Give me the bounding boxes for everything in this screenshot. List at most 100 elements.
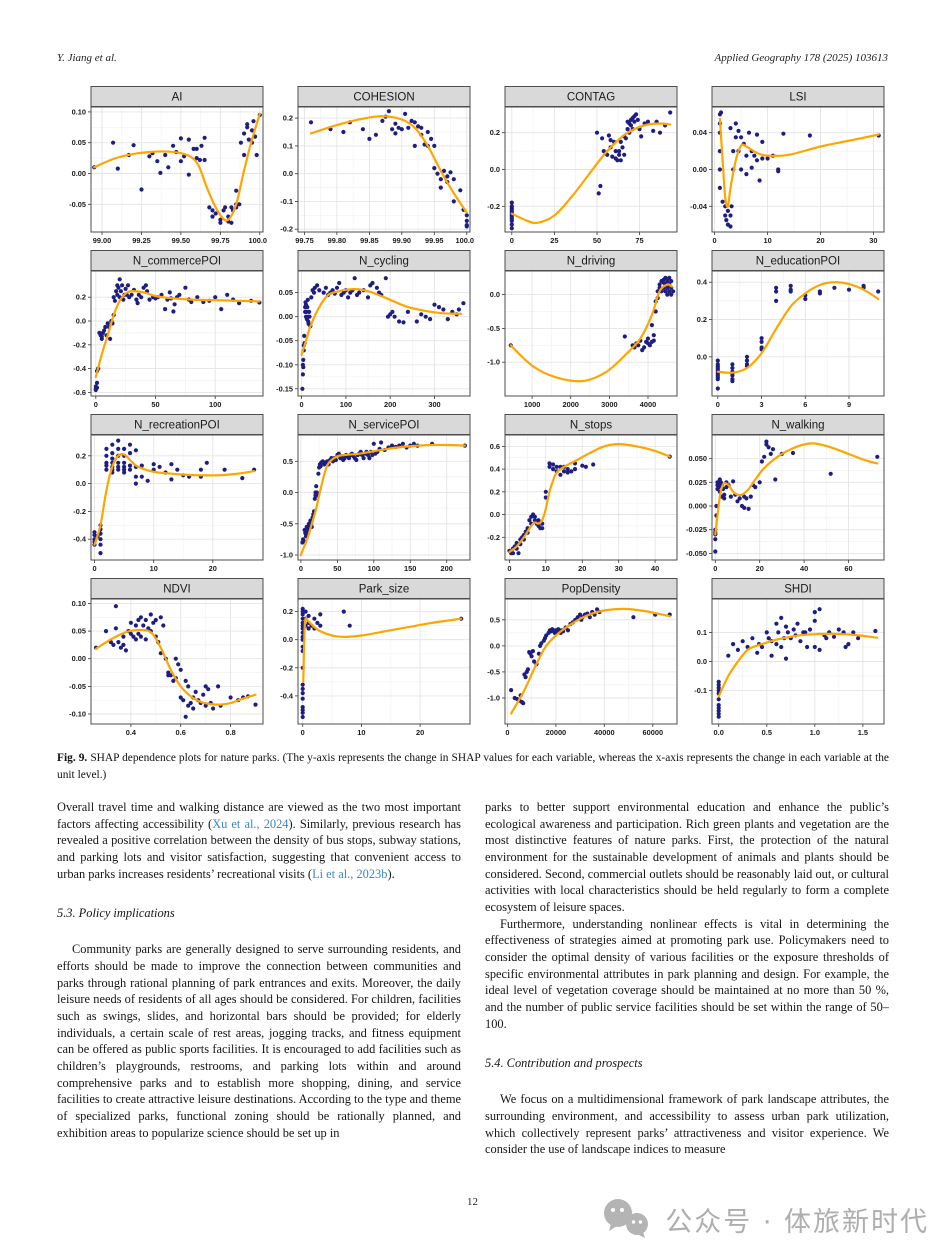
- page-number: 12: [467, 1196, 478, 1208]
- shap-panel-N_educationPOI: 0 3 6 9 0.4 0.2 0.0 N_educationPOI: [697, 250, 885, 409]
- svg-text:100: 100: [209, 400, 221, 409]
- section-heading-5-4: 5.4. Contribution and prospects: [485, 1056, 643, 1071]
- panel-title-strip: [711, 86, 885, 107]
- svg-text:40: 40: [651, 564, 659, 573]
- svg-text:-1.0: -1.0: [280, 551, 293, 560]
- svg-text:0.2: 0.2: [490, 128, 500, 137]
- svg-text:0.0: 0.0: [490, 641, 500, 650]
- svg-text:0.2: 0.2: [76, 451, 86, 460]
- citation-link[interactable]: Xu et al., 2024: [212, 816, 289, 831]
- svg-text:0: 0: [713, 564, 717, 573]
- svg-text:0.1: 0.1: [697, 628, 707, 637]
- text-segment: Community parks are generally designed t…: [57, 942, 461, 1140]
- svg-text:0.6: 0.6: [176, 728, 186, 737]
- svg-text:0.0: 0.0: [283, 488, 293, 497]
- svg-text:100.00: 100.00: [248, 236, 267, 245]
- svg-text:20: 20: [816, 236, 824, 245]
- shap-panel-LSI: 0 10 20 30 0.04 0.00 -0.04 LSI: [690, 86, 885, 245]
- shap-panel-N_commercePOI: 0 50 100 0.2 0.0 -0.2 -0.4 -0.6 N_commercePOI: [73, 250, 264, 409]
- svg-text:-0.15: -0.15: [276, 384, 293, 393]
- panel-title: N_walking: [771, 420, 824, 432]
- panel-title-strip: [297, 414, 471, 435]
- running-author: Y. Jiang et al.: [57, 52, 117, 64]
- svg-text:99.95: 99.95: [425, 236, 444, 245]
- svg-text:20: 20: [756, 564, 764, 573]
- svg-text:-0.2: -0.2: [280, 225, 293, 234]
- svg-text:-0.025: -0.025: [686, 525, 707, 534]
- panel-title-strip: [90, 578, 264, 599]
- svg-text:0.2: 0.2: [697, 315, 707, 324]
- svg-text:10: 10: [357, 728, 365, 737]
- svg-text:99.00: 99.00: [93, 236, 112, 245]
- svg-text:200: 200: [441, 564, 453, 573]
- svg-text:0.2: 0.2: [283, 114, 293, 123]
- panel-title: NDVI: [163, 584, 190, 596]
- right-column: parks to better support environmental ed…: [485, 799, 889, 1158]
- text-segment: Furthermore, understanding nonlinear eff…: [485, 916, 889, 1031]
- panel-title-strip: [711, 414, 885, 435]
- watermark: 公众号 · 体旅新时代: [597, 1198, 929, 1240]
- svg-text:0.0: 0.0: [697, 352, 707, 361]
- shap-panel-N_walking: 0 20 40 60 0.050 0.025 0.000 -0.025 -0.050 N_wal…: [686, 414, 885, 573]
- svg-text:-0.5: -0.5: [280, 519, 293, 528]
- left-column: Overall travel time and walking distance…: [57, 799, 461, 1158]
- svg-text:0: 0: [301, 728, 305, 737]
- svg-text:-0.4: -0.4: [280, 691, 294, 700]
- shap-panel-N_driving: 1000 2000 3000 4000 0.0 -0.5 -1.0 N_driving: [487, 250, 678, 409]
- shap-panel-N_cycling: 0 100 200 300 0.05 0.00 -0.05 -0.10 -0.15 N_cycl…: [276, 250, 471, 409]
- shap-panel-COHESION: 99.75 99.80 99.85 99.90 99.95 100.00 0.2 0.1 0.0…: [280, 86, 474, 245]
- svg-text:0.000: 0.000: [689, 502, 708, 511]
- shap-panel-N_servicePOI: 0 50 100 150 200 0.5 0.0 -0.5 -1.0 N_servicePOI: [280, 414, 471, 573]
- shap-panel-SHDI: 0.0 0.5 1.0 1.5 0.1 0.0 -0.1 SHDI: [694, 578, 885, 737]
- figure-caption-label: Fig. 9.: [57, 752, 88, 764]
- svg-text:99.85: 99.85: [360, 236, 379, 245]
- paragraph: parks to better support environmental ed…: [485, 799, 889, 916]
- shap-panel-N_recreationPOI: 0 10 20 0.2 0.0 -0.2 -0.4 N_recreationPOI: [73, 414, 264, 573]
- svg-text:0.025: 0.025: [689, 478, 708, 487]
- svg-text:99.80: 99.80: [328, 236, 347, 245]
- svg-text:0.4: 0.4: [490, 465, 501, 474]
- svg-text:100: 100: [340, 400, 352, 409]
- svg-text:0.00: 0.00: [279, 312, 293, 321]
- panel-title: COHESION: [353, 92, 414, 104]
- svg-text:99.75: 99.75: [295, 236, 314, 245]
- svg-text:0.5: 0.5: [283, 457, 293, 466]
- svg-text:150: 150: [404, 564, 416, 573]
- page-header: Y. Jiang et al. Applied Geography 178 (2…: [57, 52, 888, 64]
- svg-text:0: 0: [505, 728, 509, 737]
- svg-text:20: 20: [416, 728, 424, 737]
- svg-text:6: 6: [803, 400, 807, 409]
- svg-text:0.10: 0.10: [72, 107, 86, 116]
- panel-title-strip: [297, 86, 471, 107]
- panel-title: Park_size: [359, 584, 410, 596]
- svg-text:-1.0: -1.0: [487, 694, 500, 703]
- text-segment: parks to better support environmental ed…: [485, 800, 889, 915]
- panel-title: SHDI: [784, 584, 811, 596]
- svg-text:0.5: 0.5: [490, 615, 500, 624]
- svg-text:40000: 40000: [594, 728, 615, 737]
- svg-text:2000: 2000: [562, 400, 578, 409]
- figure-caption: Fig. 9. SHAP dependence plots for nature…: [57, 750, 889, 783]
- svg-text:10: 10: [763, 236, 771, 245]
- svg-text:-0.2: -0.2: [487, 533, 500, 542]
- svg-text:0.2: 0.2: [76, 293, 86, 302]
- text-segment: Overall travel time and walking distance…: [57, 800, 461, 831]
- svg-text:20000: 20000: [546, 728, 567, 737]
- svg-text:10: 10: [542, 564, 550, 573]
- svg-text:0.0: 0.0: [283, 635, 293, 644]
- citation-link[interactable]: Li et al., 2023b: [312, 866, 388, 881]
- panel-title-strip: [90, 250, 264, 271]
- panel-title: N_cycling: [359, 256, 409, 268]
- svg-text:-0.10: -0.10: [69, 710, 86, 719]
- svg-text:20: 20: [578, 564, 586, 573]
- svg-text:-0.6: -0.6: [73, 388, 86, 397]
- text-segment: We focus on a multidimensional framework…: [485, 1092, 889, 1157]
- svg-text:1.0: 1.0: [810, 728, 820, 737]
- svg-text:-0.05: -0.05: [69, 200, 86, 209]
- panel-title: N_servicePOI: [349, 420, 420, 432]
- svg-text:-0.5: -0.5: [487, 324, 500, 333]
- svg-text:1.5: 1.5: [858, 728, 868, 737]
- svg-text:0.00: 0.00: [693, 165, 707, 174]
- panel-title-strip: [504, 86, 678, 107]
